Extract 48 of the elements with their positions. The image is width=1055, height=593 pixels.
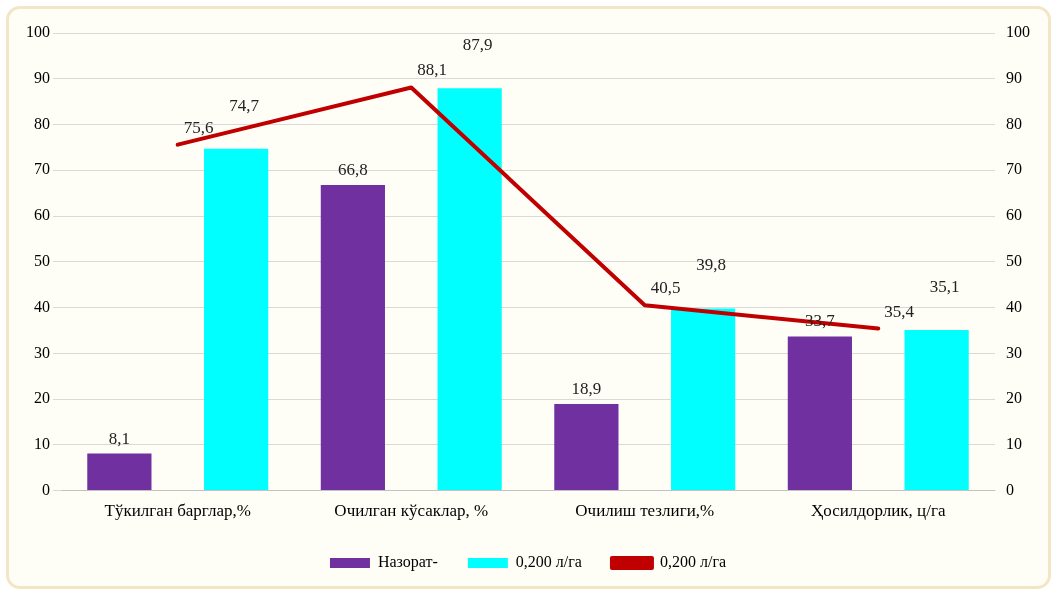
y2-tick-label: 20 (1006, 389, 1022, 407)
y2-tick-label: 0 (1006, 480, 1014, 498)
data-label: 74,7 (229, 95, 260, 115)
bar (204, 148, 269, 491)
x-tick-label: Очилган кўсаклар, % (334, 501, 489, 521)
data-label: 88,1 (417, 60, 447, 80)
data-label: 66,8 (338, 159, 368, 179)
x-tick-label: Ҳосилдорлик, ц/га (811, 501, 946, 521)
data-label: 8,1 (108, 428, 130, 448)
y2-tick-label: 70 (1006, 160, 1022, 178)
data-label: 35,1 (929, 276, 960, 296)
y-tick-label: 30 (34, 343, 50, 361)
legend-label: Назорат- (377, 553, 438, 572)
y-tick-label: 70 (34, 160, 50, 178)
data-label: 75,6 (183, 117, 214, 137)
y-tick-label: 40 (34, 297, 50, 315)
data-label: 39,8 (696, 255, 726, 275)
y2-tick-label: 10 (1006, 435, 1022, 453)
legend-label: 0,200 л/га (515, 553, 582, 571)
x-tick-label: Тўкилган барглар,% (104, 501, 251, 521)
bar (671, 308, 736, 491)
data-label: 35,4 (884, 301, 915, 321)
y2-tick-label: 40 (1006, 297, 1022, 315)
data-label: 18,9 (571, 379, 602, 399)
data-label: 87,9 (462, 35, 493, 55)
bar (87, 453, 152, 491)
bar (320, 184, 385, 491)
y-tick-label: 0 (42, 480, 50, 498)
y-tick-label: 80 (34, 114, 50, 132)
y2-tick-label: 30 (1006, 343, 1022, 361)
y-tick-label: 50 (34, 252, 50, 269)
y-tick-label: 20 (34, 389, 50, 407)
y-tick-label: 60 (34, 206, 50, 224)
y-tick-label: 100 (26, 23, 50, 41)
bar (437, 88, 502, 491)
bar (904, 329, 969, 491)
y2-tick-label: 50 (1006, 252, 1022, 269)
y2-tick-label: 100 (1006, 23, 1030, 41)
y-tick-label: 10 (34, 435, 50, 453)
y-tick-label: 90 (34, 68, 50, 86)
bar (787, 336, 852, 491)
legend-label: 0,200 л/га (659, 553, 727, 571)
y2-tick-label: 60 (1006, 206, 1022, 224)
y2-tick-label: 80 (1006, 114, 1022, 132)
y2-tick-label: 90 (1006, 68, 1022, 86)
x-tick-label: Очилиш тезлиги,% (575, 501, 715, 521)
bar (554, 404, 619, 491)
data-label: 40,5 (650, 278, 681, 298)
